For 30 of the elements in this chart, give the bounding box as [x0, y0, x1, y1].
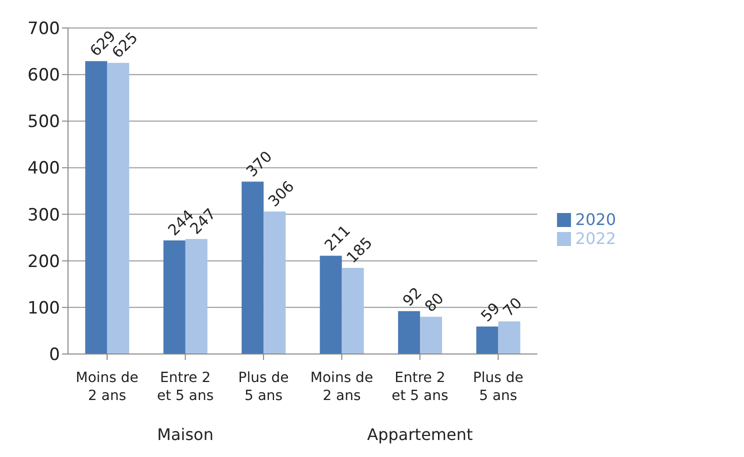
bar	[107, 62, 130, 354]
y-tick-label: 0	[49, 345, 60, 366]
text: Appartement	[367, 425, 473, 444]
bar	[242, 182, 264, 354]
bar	[398, 311, 420, 354]
y-tick-label: 100	[28, 298, 60, 318]
bar	[420, 316, 442, 354]
x-tick-label: Entre 2 et 5 ans	[156, 370, 214, 404]
x-tick-label: Plus de 5 ans	[472, 370, 524, 404]
bar	[476, 326, 498, 354]
bar	[264, 211, 286, 354]
y-tick-label: 600	[28, 66, 60, 86]
bar	[342, 268, 364, 354]
text: Maison	[157, 425, 214, 444]
y-tick-label: 400	[28, 158, 60, 179]
bar	[163, 240, 186, 354]
y-tick-label: 200	[28, 252, 60, 272]
bar	[320, 256, 342, 354]
legend-label: 2022	[575, 228, 616, 248]
x-tick-label: Moins de 2 ans	[310, 370, 374, 404]
x-tick-label: Entre 2 et 5 ans	[392, 370, 448, 404]
y-tick-label: 300	[28, 205, 60, 226]
bar	[85, 61, 108, 354]
bar	[498, 321, 520, 354]
bar	[185, 238, 208, 354]
y-tick-label: 500	[28, 112, 60, 132]
x-tick-label: Plus de 5 ans	[238, 370, 289, 404]
legend-label: 2020	[575, 210, 616, 228]
x-tick-label: Moins de 2 ans	[76, 370, 138, 404]
y-tick-label: 700	[28, 19, 60, 40]
